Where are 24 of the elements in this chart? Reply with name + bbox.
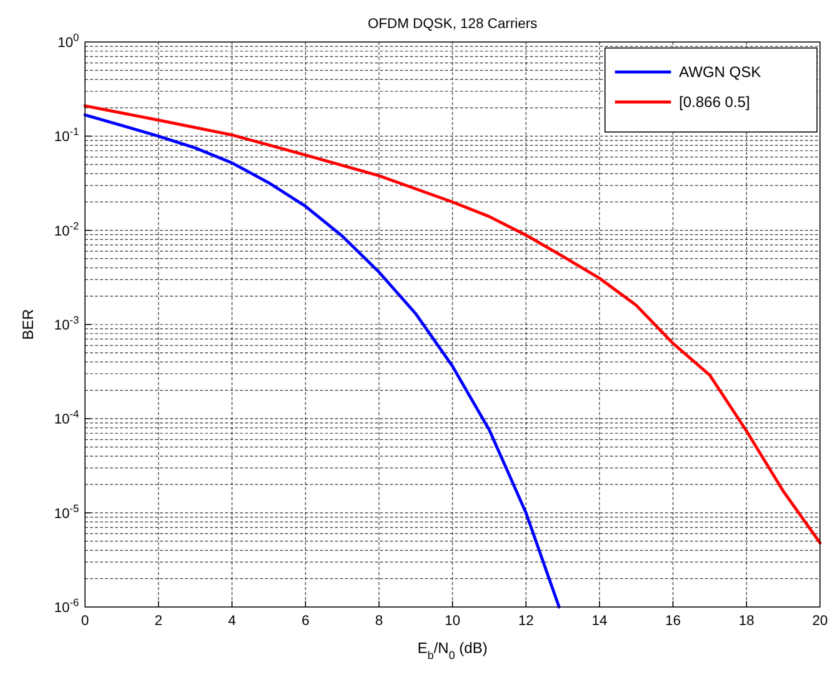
y-tick-label: 10$^{-1}$ (54, 126, 80, 144)
x-tick-label: 12 (518, 612, 534, 628)
legend-label: AWGN QSK (679, 64, 761, 81)
y-tick-label: 10$^{-4}$ (54, 408, 80, 427)
x-tick-label: 16 (665, 612, 681, 628)
y-tick-label: 10$^{0}$ (58, 32, 80, 50)
x-tick-label: 10 (444, 612, 460, 628)
line-series (84, 113, 561, 608)
x-tick-label: 18 (738, 612, 754, 628)
y-axis-title: BER (20, 308, 37, 340)
x-tick-label: 2 (154, 612, 163, 628)
y-tick-label: 10$^{-6}$ (54, 597, 80, 615)
x-tick-label: 8 (375, 612, 384, 628)
chart-title: OFDM DQSK, 128 Carriers (368, 15, 538, 31)
y-tick-label: 10$^{-3}$ (54, 314, 80, 332)
x-axis-title: E$_{b}$/N$_{0}$ (dB) (417, 640, 488, 662)
legend-label: [0.866 0.5] (679, 94, 750, 111)
x-tick-label: 14 (592, 612, 608, 628)
x-tick-label: 4 (228, 612, 236, 628)
x-tick-label: 20 (812, 612, 828, 628)
y-tick-label: 10$^{-2}$ (54, 220, 80, 238)
y-tick-label: 10$^{-5}$ (54, 502, 80, 521)
x-tick-label: 6 (302, 612, 310, 628)
x-tick-label: 0 (81, 612, 90, 628)
